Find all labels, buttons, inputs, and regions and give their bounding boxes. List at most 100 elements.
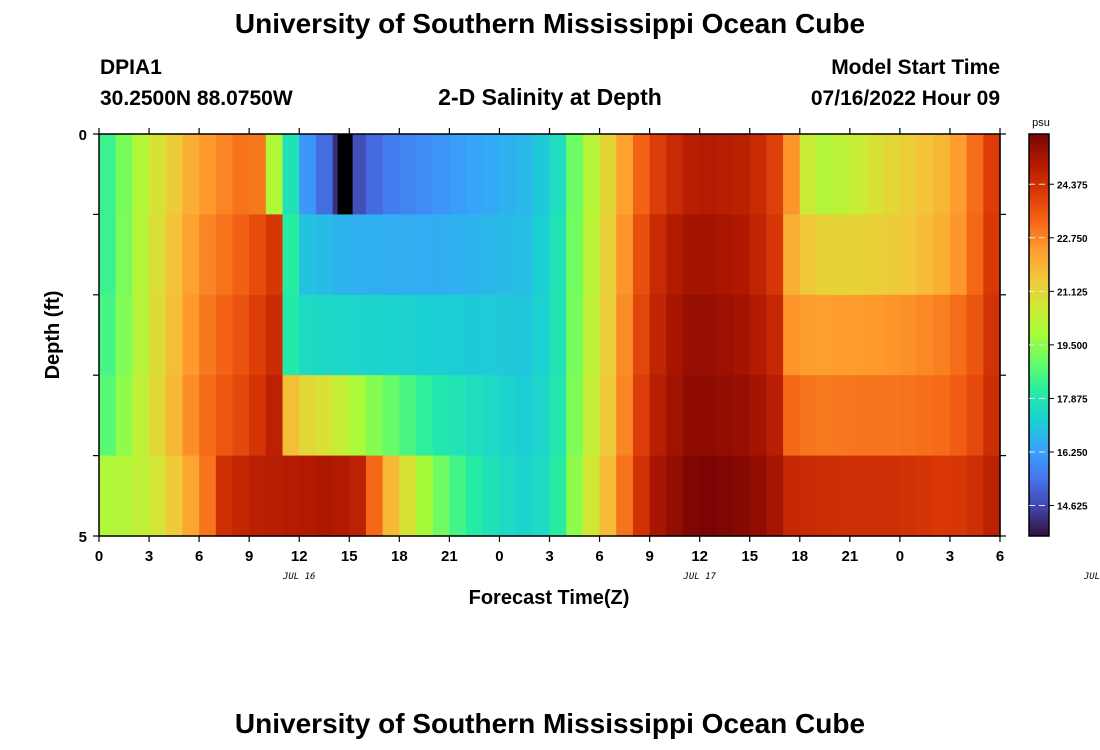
heatmap-cell: [833, 214, 851, 296]
heatmap-cell: [182, 375, 200, 457]
heatmap-cell: [883, 214, 901, 296]
colorbar-label: 21.125: [1057, 287, 1088, 298]
heatmap-cell: [849, 214, 868, 296]
heatmap-cell: [282, 455, 300, 537]
heatmap-cell: [766, 214, 784, 296]
heatmap-cell: [282, 375, 300, 457]
heatmap-cell: [499, 375, 517, 457]
heatmap-cell: [365, 214, 384, 296]
colorbar-label: 19.500: [1057, 341, 1088, 352]
heatmap-cell: [115, 375, 133, 457]
heatmap-cell: [399, 455, 417, 537]
heatmap-cell: [349, 214, 367, 296]
x-axis-title: Forecast Time(Z): [469, 587, 630, 609]
heatmap-cell: [616, 375, 634, 457]
heatmap-cell: [649, 294, 667, 376]
heatmap-cell: [766, 375, 784, 457]
y-tick-label: 0: [79, 127, 87, 144]
heatmap-cell: [983, 375, 1001, 457]
date-label: JUL 17: [682, 572, 716, 582]
heatmap-cell: [165, 134, 184, 215]
heatmap-cell: [849, 455, 868, 537]
heatmap-cell: [916, 375, 934, 457]
heatmap-cell: [199, 455, 217, 537]
heatmap-cell: [933, 134, 951, 215]
heatmap-cell: [265, 214, 284, 296]
colorbar-label: 24.375: [1057, 180, 1088, 191]
heatmap-cell: [499, 455, 517, 537]
x-tick-label: 0: [495, 548, 503, 565]
heatmap-cell: [632, 134, 651, 215]
heatmap-cell: [716, 455, 734, 537]
heatmap-cell: [949, 375, 968, 457]
x-tick-label: 0: [95, 548, 103, 565]
heatmap-cell: [632, 214, 651, 296]
heatmap-cell: [599, 294, 617, 376]
heatmap-cell: [516, 294, 534, 376]
heatmap-cell: [549, 455, 567, 537]
heatmap-cell: [265, 294, 284, 376]
heatmap-cell: [132, 134, 150, 215]
heatmap-cell: [949, 455, 968, 537]
heatmap-cell: [983, 214, 1001, 296]
heatmap-cell: [966, 214, 984, 296]
heatmap-cell: [582, 214, 601, 296]
heatmap-cell: [833, 455, 851, 537]
heatmap-cell: [883, 294, 901, 376]
heatmap-cell: [149, 375, 167, 457]
heatmap-cell: [382, 214, 400, 296]
heatmap-cell: [582, 455, 601, 537]
heatmap-cell: [783, 134, 801, 215]
heatmap-cell: [432, 294, 450, 376]
heatmap-cell: [132, 375, 150, 457]
heatmap-cell: [349, 294, 367, 376]
heatmap-cell: [799, 375, 818, 457]
heatmap-cell: [666, 294, 684, 376]
heatmap-cell: [315, 214, 334, 296]
heatmap-cell: [632, 375, 651, 457]
heatmap-cell: [899, 214, 918, 296]
heatmap-cell: [99, 375, 117, 457]
heatmap-cell: [182, 455, 200, 537]
heatmap-cell: [833, 294, 851, 376]
heatmap-cell: [332, 375, 350, 457]
heatmap-cell: [799, 134, 818, 215]
heatmap-cell: [149, 455, 167, 537]
heatmap-cell: [716, 134, 734, 215]
colorbar-label: 17.875: [1057, 394, 1088, 405]
heatmap-cell: [249, 294, 267, 376]
heatmap-cell: [699, 375, 717, 457]
heatmap-cell: [849, 134, 868, 215]
heatmap-cell: [899, 455, 918, 537]
heatmap-cell: [749, 214, 768, 296]
heatmap-cell: [416, 455, 434, 537]
heatmap-cell: [549, 375, 567, 457]
heatmap-cell: [516, 375, 534, 457]
heatmap-cell: [799, 214, 818, 296]
heatmap-cell: [265, 134, 284, 215]
heatmap-cell: [199, 294, 217, 376]
heatmap-cell: [115, 294, 133, 376]
heatmap-cell: [482, 375, 501, 457]
heatmap-cell: [299, 214, 317, 296]
station-id: DPIA1: [100, 56, 162, 79]
date-label: JUL 16: [282, 572, 316, 582]
x-tick-label: 12: [291, 548, 308, 565]
heatmap-cell: [816, 455, 834, 537]
heatmap-cell: [916, 294, 934, 376]
heatmap-cell: [916, 134, 934, 215]
heatmap-cell: [749, 134, 768, 215]
x-tick-label: 3: [545, 548, 553, 565]
heatmap-cell: [632, 294, 651, 376]
heatmap-cell: [282, 134, 300, 215]
heatmap-cell: [899, 294, 918, 376]
heatmap-cell: [716, 294, 734, 376]
heatmap-cell: [699, 294, 717, 376]
heatmap-cell: [466, 294, 484, 376]
heatmap-cell: [949, 134, 968, 215]
heatmap-cell: [616, 214, 634, 296]
heatmap-cell: [416, 294, 434, 376]
heatmap-cell: [215, 375, 234, 457]
heatmap-cell: [432, 375, 450, 457]
heatmap-cell: [232, 455, 250, 537]
